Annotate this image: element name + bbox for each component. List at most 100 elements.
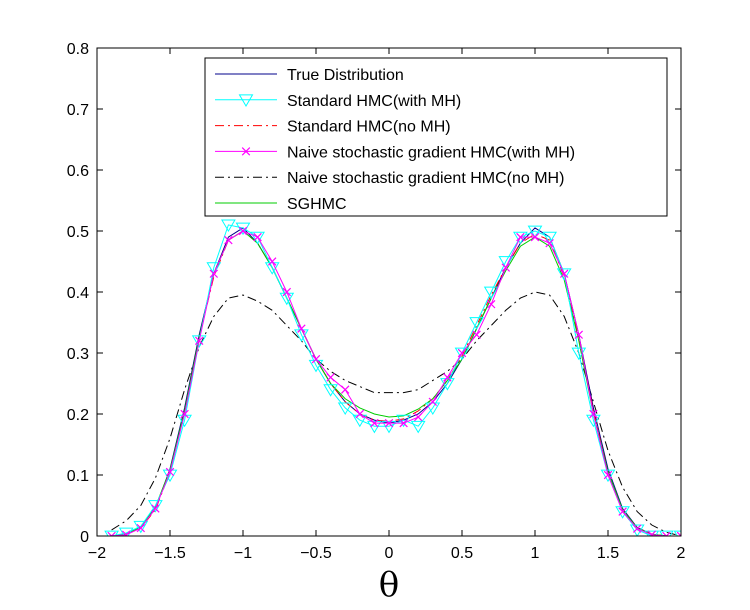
series-point [352,414,368,428]
series-point [107,531,116,536]
series-point [308,359,324,373]
series-point [194,336,204,346]
series-point [676,531,681,536]
series-point [647,530,657,536]
series-point [589,409,598,419]
legend-marker [238,94,254,107]
x-tick-label: 0 [385,545,394,562]
series-point [206,262,222,275]
series-point [483,286,499,300]
y-tick-label: 0.3 [67,346,89,363]
series-standard-hmc-no-mh- [111,230,681,536]
legend-label: True Distribution [287,67,404,84]
legend-item: Naive stochastic gradient HMC(with MH) [215,144,575,161]
series-point [662,531,671,536]
series-point [370,418,379,428]
series-point [267,257,277,266]
series-point [644,530,660,536]
x-tick-label: −0.5 [300,545,332,562]
series-point [443,373,452,382]
series-point [253,232,262,242]
series-point [133,520,149,534]
series-point [513,231,528,245]
series-point [559,269,569,278]
series-point [413,412,423,422]
y-tick-label: 0.8 [67,41,89,58]
series-point [615,506,630,519]
series-point [527,225,543,239]
x-tick-label: −2 [88,545,106,562]
series-point [148,500,163,513]
series-point [600,469,616,483]
y-tick-label: 0.2 [67,407,89,424]
series-point [516,232,525,242]
series-point [472,330,481,339]
series-point [221,219,236,233]
x-tick-label: 2 [677,545,686,562]
legend-label: Naive stochastic gradient HMC(no MH) [287,170,564,187]
series-point [498,256,514,269]
y-tick-label: 0.5 [67,224,89,241]
y-tick-label: 0.1 [67,468,89,485]
series-point [428,397,438,407]
series-line [111,230,681,536]
series-point [659,530,674,536]
legend-label: Standard HMC(no MH) [287,119,451,136]
legend-item: Standard HMC(no MH) [215,119,451,136]
series-point [337,402,353,416]
series-point [121,530,131,536]
series-point [151,504,160,513]
legend-item: Naive stochastic gradient HMC(no MH) [215,170,564,187]
x-axis-label: θ [379,565,399,605]
x-tick-label: −1.5 [154,545,186,562]
series-point [235,222,251,236]
series-point [457,348,467,358]
series-point [282,287,292,297]
series-point [355,409,365,419]
legend-item: Standard HMC(with MH) [215,93,461,110]
legend-item: True Distribution [215,67,404,84]
series-point [191,335,207,348]
legend-marker [241,147,251,156]
legend-item: SGHMC [215,196,347,213]
y-tick-label: 0.6 [67,163,89,180]
series-point [340,385,350,394]
x-tick-label: 0.5 [451,545,473,562]
series-point [165,467,175,477]
legend-box [204,57,668,217]
series-point [396,414,411,428]
series-point [384,418,394,428]
series-point [238,226,248,236]
series-point [224,235,233,245]
series-point [603,470,613,480]
series-point [250,231,265,245]
series-point [632,524,642,533]
legend-label: SGHMC [287,196,347,213]
series-point [454,347,470,361]
y-tick-label: 0.7 [67,102,89,119]
x-tick-label: 1 [531,545,540,562]
axis-ticks [96,47,682,537]
series-point [104,530,119,536]
series-point [410,420,426,434]
x-tick-label: 1.5 [597,545,619,562]
x-tick-label: −1 [234,545,252,562]
series-point [425,402,441,416]
series-point [323,384,338,397]
series-point [209,269,219,278]
series-point [556,268,572,281]
series-point [136,523,146,533]
series-point [618,507,627,516]
legend: True Distribution Standard HMC(with MH) St… [204,57,668,217]
y-tick-label: 0 [80,529,89,546]
series-point [530,232,540,242]
series-point [399,418,408,428]
series-point [311,354,321,364]
series-point [180,409,189,419]
series-point [297,324,306,333]
series-point [501,263,511,272]
axis-tick-labels: −2 −1.5 −1 −0.5 0 0.5 1 1.5 2 0 0.1 0.2 0.3 0.4 0.5 0.6… [67,41,686,562]
y-tick-label: 0.4 [67,285,89,302]
series-point [545,238,554,248]
